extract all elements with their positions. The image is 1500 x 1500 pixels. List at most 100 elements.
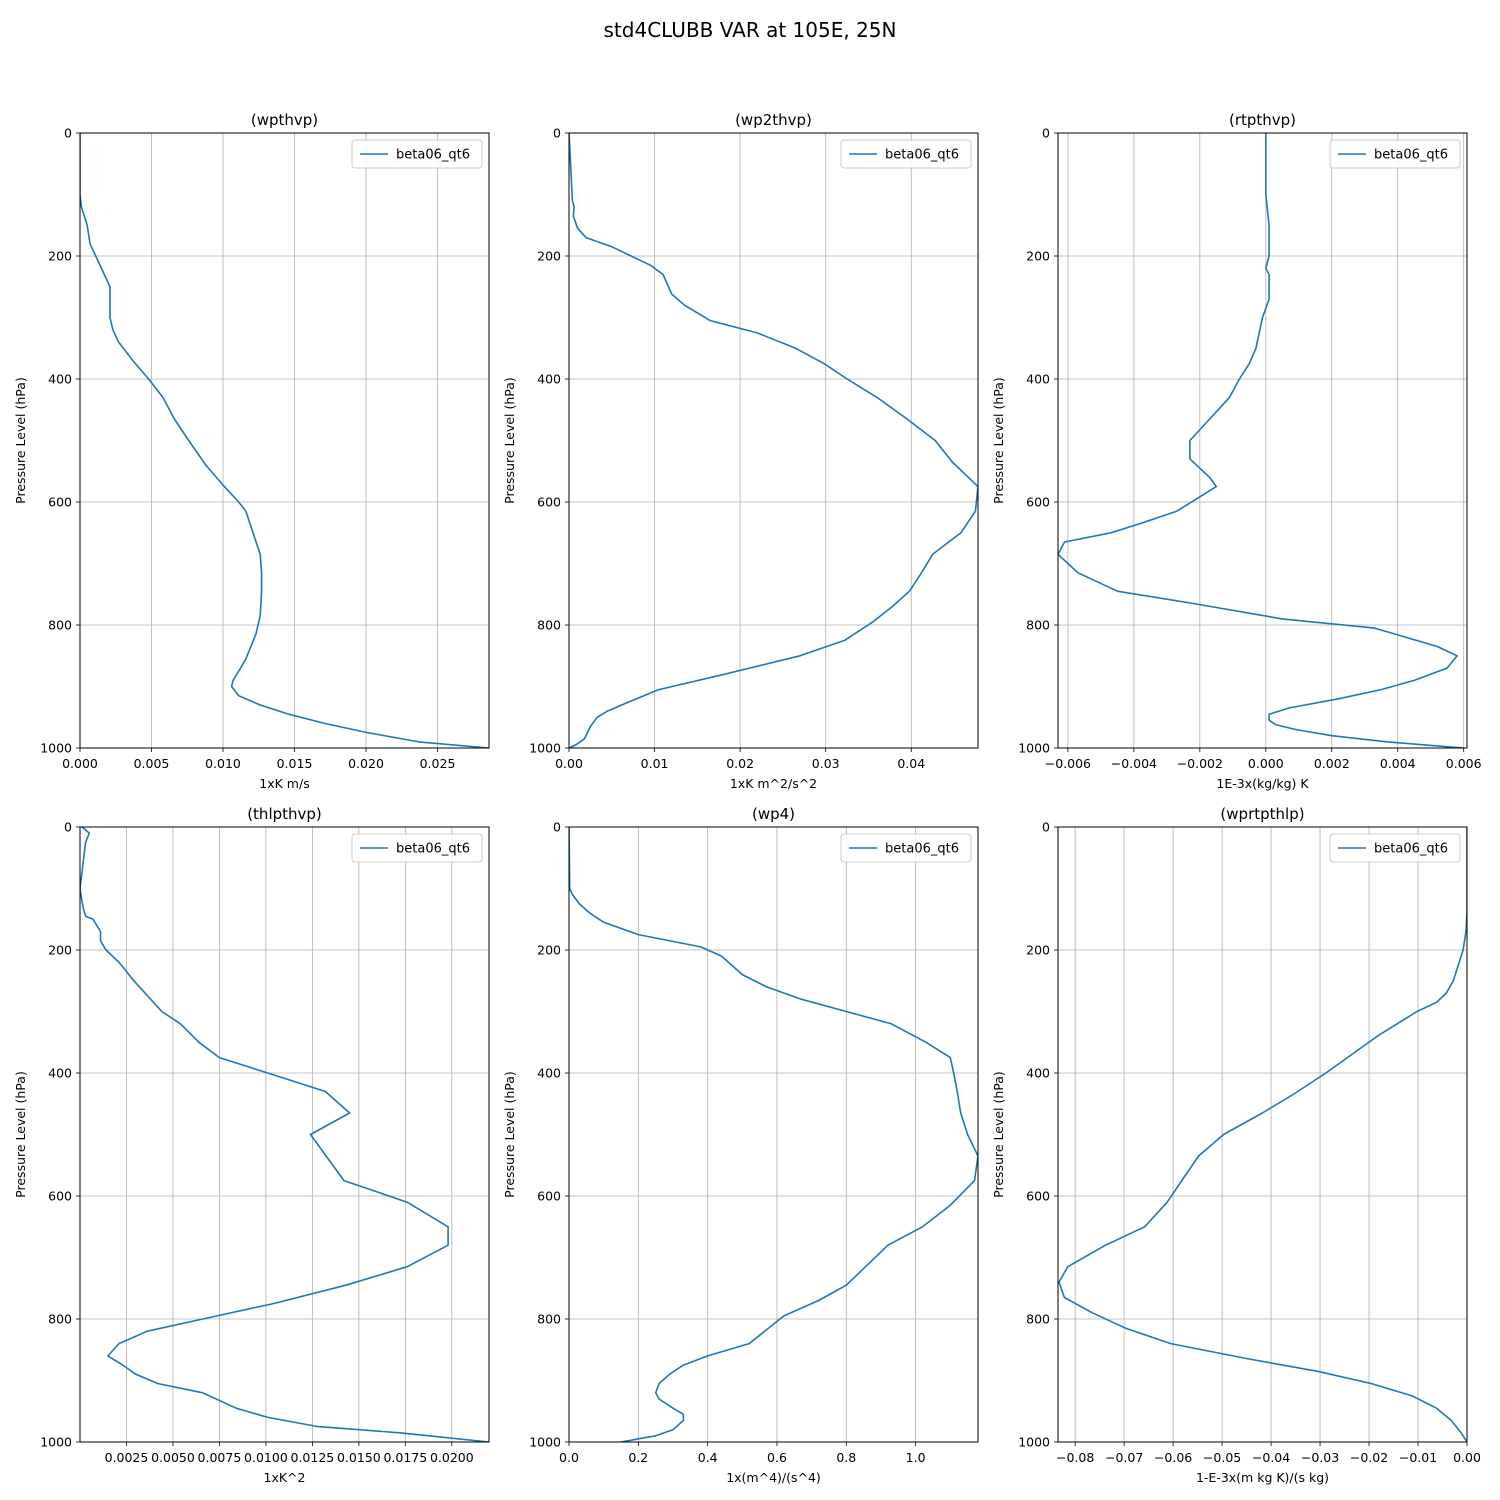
y-axis-label: Pressure Level (hPa) [502,377,517,504]
legend: beta06_qt6 [351,833,483,863]
x-tick-label: −0.05 [1203,1450,1241,1465]
subplot-4: 0.0025 0.0050 0.0075 0.0100 0.0125 0.0150 0.01… [13,805,490,1485]
subplot-title: (wp4) [752,805,795,823]
axes-frame [568,132,979,749]
series-line-beta06_qt6 [1058,133,1464,748]
legend-box [1329,139,1461,169]
y-tick-label: 0 [1042,820,1050,835]
x-tick-label: 0.0200 [430,1450,474,1465]
legend-box [1329,833,1461,863]
x-tick-label: 0.00 [1453,1450,1481,1465]
y-tick-label: 600 [1026,1189,1050,1204]
y-axis-label: Pressure Level (hPa) [13,377,28,504]
subplot-2: 0.00 0.01 0.02 0.03 0.04 0 200 400 600 800 1000 (wp… [502,111,979,791]
y-axis-label: Pressure Level (hPa) [991,1071,1006,1198]
x-tick-label: 1.0 [906,1450,926,1465]
subplot-3: −0.006 −0.004 −0.002 0.000 0.002 0.004 0.006 0 2… [991,111,1482,791]
y-tick-label: 400 [48,372,72,387]
y-tick-label: 400 [537,372,561,387]
y-tick-label: 0 [553,126,561,141]
y-tick-label: 600 [48,1189,72,1204]
y-tick-label: 1000 [1018,1435,1050,1450]
y-tick-label: 1000 [40,1435,72,1450]
legend-box [840,139,972,169]
series-line-beta06_qt6 [569,133,978,748]
y-tick-label: 400 [1026,1066,1050,1081]
x-tick-label: −0.07 [1105,1450,1143,1465]
y-tick-label: 200 [537,249,561,264]
legend: beta06_qt6 [1329,833,1461,863]
x-tick-label: 0.0050 [151,1450,195,1465]
x-tick-label: −0.006 [1045,756,1091,771]
y-tick-label: 400 [1026,372,1050,387]
subplot-5: 0.0 0.2 0.4 0.6 0.8 1.0 0 200 400 600 800 1000 (wp4)… [502,805,979,1485]
x-tick-label: 0.03 [812,756,840,771]
series-line-beta06_qt6 [80,133,489,748]
subplot-title: (wprtpthlp) [1220,805,1304,823]
y-tick-label: 200 [48,943,72,958]
y-axis-label: Pressure Level (hPa) [502,1071,517,1198]
y-tick-label: 1000 [529,741,561,756]
legend-label: beta06_qt6 [885,148,959,163]
y-tick-label: 600 [48,495,72,510]
axes-frame [1057,826,1468,1443]
x-tick-label: 0.0125 [291,1450,335,1465]
subplot-title: (wp2thvp) [735,111,812,129]
y-tick-label: 800 [1026,1312,1050,1327]
axes-frame [79,132,490,749]
y-tick-label: 800 [48,1312,72,1327]
axes-frame [1057,132,1468,749]
y-tick-label: 1000 [40,741,72,756]
x-tick-label: 0.0175 [383,1450,427,1465]
legend: beta06_qt6 [351,139,483,169]
series-line-beta06_qt6 [569,827,978,1442]
x-tick-label: −0.004 [1111,756,1157,771]
subplot-title: (rtpthvp) [1229,111,1296,129]
x-tick-label: 0.0100 [244,1450,288,1465]
x-tick-label: −0.03 [1301,1450,1339,1465]
y-tick-label: 0 [553,820,561,835]
x-tick-label: −0.04 [1252,1450,1290,1465]
x-tick-label: 0.0 [559,1450,579,1465]
legend-label: beta06_qt6 [396,148,470,163]
axes-frame [568,826,979,1443]
y-axis-label: Pressure Level (hPa) [13,1071,28,1198]
y-tick-label: 200 [1026,249,1050,264]
subplot-title: (thlpthvp) [247,805,322,823]
y-tick-label: 400 [48,1066,72,1081]
x-tick-label: 0.000 [1248,756,1284,771]
legend-label: beta06_qt6 [1374,148,1448,163]
y-tick-label: 800 [48,618,72,633]
legend-box [351,833,483,863]
figure-title: std4CLUBB VAR at 105E, 25N [604,18,897,42]
x-tick-label: 0.015 [277,756,313,771]
y-tick-label: 800 [537,1312,561,1327]
x-tick-label: 0.2 [628,1450,648,1465]
x-tick-label: 0.6 [767,1450,787,1465]
x-tick-label: 0.04 [897,756,925,771]
x-tick-label: 0.006 [1446,756,1482,771]
x-axis-label: 1xK^2 [264,1470,306,1485]
y-tick-label: 200 [48,249,72,264]
x-axis-label: 1E-3x(kg/kg) K [1216,776,1309,791]
x-tick-label: 0.01 [641,756,669,771]
axes-frame [79,826,490,1443]
x-tick-label: 0.02 [726,756,754,771]
x-tick-label: 0.020 [348,756,384,771]
x-tick-label: 0.010 [205,756,241,771]
legend-label: beta06_qt6 [396,842,470,857]
x-tick-label: 0.002 [1314,756,1350,771]
legend-box [840,833,972,863]
x-tick-label: 0.0150 [337,1450,381,1465]
legend-box [351,139,483,169]
x-axis-label: 1xK m^2/s^2 [730,776,817,791]
x-axis-label: 1xK m/s [259,776,309,791]
y-tick-label: 400 [537,1066,561,1081]
x-axis-label: 1x(m^4)/(s^4) [726,1470,821,1485]
y-tick-label: 0 [64,126,72,141]
legend: beta06_qt6 [840,139,972,169]
x-tick-label: 0.025 [420,756,456,771]
legend-label: beta06_qt6 [885,842,959,857]
x-tick-label: −0.08 [1056,1450,1094,1465]
